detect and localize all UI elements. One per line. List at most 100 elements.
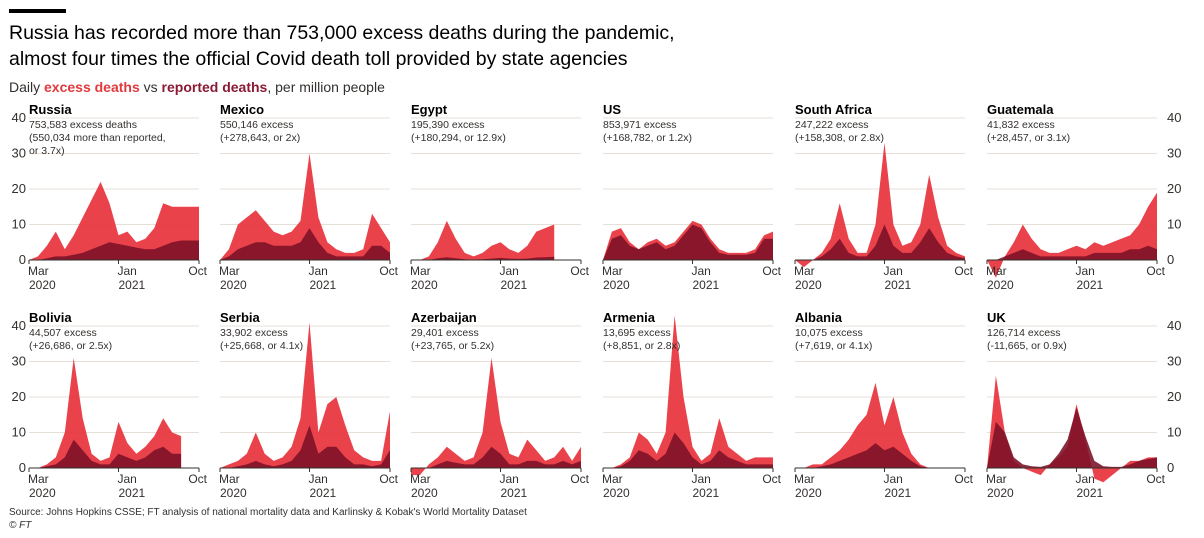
reported-deaths-area: [411, 256, 555, 260]
reported-deaths-area: [29, 439, 182, 468]
source-note: Source: Johns Hopkins CSSE; FT analysis …: [9, 507, 527, 518]
y-tick-label: 30: [1167, 146, 1181, 161]
x-tick-year-label: 2021: [1076, 486, 1103, 500]
reported-deaths-area: [795, 443, 939, 468]
x-tick-year-label: 2021: [118, 486, 145, 500]
x-tick-label: Jan: [691, 264, 710, 278]
panel-annotation: (+180,294, or 12.9x): [411, 132, 506, 144]
x-tick-label: Mar: [602, 264, 623, 278]
legend-reported-deaths: reported deaths: [161, 79, 268, 95]
x-tick-label: Oct: [954, 264, 973, 278]
panel-country-name: Russia: [29, 102, 72, 117]
panel-annotation: (+168,782, or 1.2x): [603, 132, 692, 144]
x-tick-year-label: 2021: [309, 486, 336, 500]
x-tick-label: Mar: [28, 264, 49, 278]
y-tick-label: 40: [12, 110, 26, 125]
reported-deaths-area: [603, 432, 773, 468]
x-tick-label: Oct: [762, 264, 781, 278]
x-tick-label: Oct: [379, 472, 398, 486]
x-tick-label: Jan: [1075, 472, 1094, 486]
y-tick-label: 40: [1167, 318, 1181, 333]
y-tick-label: 10: [1167, 425, 1181, 440]
panel-annotation: (+23,765, or 5.2x): [411, 340, 494, 352]
x-tick-label: Mar: [28, 472, 49, 486]
panel-annotation: (+8,851, or 2.8x): [603, 340, 680, 352]
x-tick-label: Mar: [986, 264, 1007, 278]
x-tick-label: Mar: [794, 472, 815, 486]
x-tick-label: Oct: [188, 264, 207, 278]
copyright-note: © FT: [9, 520, 32, 531]
x-tick-year-label: 2020: [411, 486, 438, 500]
x-tick-year-label: 2020: [603, 486, 630, 500]
y-tick-label: 40: [1167, 110, 1181, 125]
x-tick-year-label: 2021: [500, 278, 527, 292]
panel-country-name: Bolivia: [29, 310, 72, 325]
x-tick-label: Mar: [410, 472, 431, 486]
panel-country-name: Albania: [795, 310, 843, 325]
x-tick-label: Oct: [954, 472, 973, 486]
y-tick-label: 30: [1167, 354, 1181, 369]
panel-annotation: 853,971 excess: [603, 119, 677, 131]
panel-annotation: 753,583 excess deaths: [29, 119, 137, 131]
subtitle-mid: vs: [139, 79, 162, 95]
y-tick-label: 30: [12, 146, 26, 161]
x-tick-year-label: 2020: [411, 278, 438, 292]
panel-country-name: Egypt: [411, 102, 448, 117]
y-tick-label: 0: [19, 252, 26, 267]
y-tick-label: 10: [1167, 217, 1181, 232]
x-tick-year-label: 2021: [500, 486, 527, 500]
x-tick-label: Jan: [499, 472, 518, 486]
x-tick-year-label: 2021: [692, 278, 719, 292]
excess-deaths-area: [411, 220, 555, 260]
panel-annotation: 29,401 excess: [411, 327, 479, 339]
x-tick-year-label: 2020: [29, 486, 56, 500]
panel-country-name: South Africa: [795, 102, 873, 117]
panel-annotation: (+28,457, or 3.1x): [987, 132, 1070, 144]
reported-deaths-area: [987, 245, 1157, 260]
legend-excess-deaths: excess deaths: [44, 79, 140, 95]
x-tick-label: Oct: [762, 472, 781, 486]
excess-deaths-area: [29, 181, 199, 260]
excess-deaths-area: [220, 153, 390, 260]
x-tick-year-label: 2021: [309, 278, 336, 292]
panel-annotation: (550,034 more than reported,: [29, 132, 166, 144]
y-tick-label: 20: [12, 389, 26, 404]
panel-annotation: (-11,665, or 0.9x): [987, 340, 1067, 352]
panel-annotation: 13,695 excess: [603, 327, 671, 339]
x-tick-label: Mar: [986, 472, 1007, 486]
y-tick-label: 10: [12, 217, 26, 232]
excess-deaths-area: [987, 192, 1157, 278]
excess-deaths-area: [220, 322, 390, 468]
x-tick-year-label: 2020: [220, 486, 247, 500]
x-tick-year-label: 2021: [884, 278, 911, 292]
panel-annotation: 44,507 excess: [29, 327, 97, 339]
x-tick-label: Jan: [883, 472, 902, 486]
x-tick-label: Oct: [188, 472, 207, 486]
reported-deaths-area: [29, 240, 199, 260]
y-tick-label: 10: [12, 425, 26, 440]
subtitle-prefix: Daily: [9, 79, 45, 95]
subtitle-suffix: , per million people: [267, 79, 385, 95]
panel-annotation: 41,832 excess: [987, 119, 1055, 131]
y-tick-label: 0: [1167, 460, 1174, 475]
y-tick-label: 40: [12, 318, 26, 333]
x-tick-label: Oct: [570, 264, 589, 278]
panel-annotation: 247,222 excess: [795, 119, 869, 131]
x-tick-label: Jan: [499, 264, 518, 278]
x-tick-year-label: 2021: [884, 486, 911, 500]
x-tick-year-label: 2020: [795, 278, 822, 292]
panel-country-name: Azerbaijan: [411, 310, 477, 325]
x-tick-label: Oct: [1146, 472, 1165, 486]
excess-deaths-area: [795, 382, 939, 468]
x-tick-year-label: 2020: [987, 278, 1014, 292]
panel-annotation: or 3.7x): [29, 145, 65, 157]
x-tick-label: Mar: [602, 472, 623, 486]
panel-annotation: 10,075 excess: [795, 327, 863, 339]
reported-deaths-area: [411, 446, 581, 468]
panel-annotation: 195,390 excess: [411, 119, 485, 131]
x-tick-label: Mar: [219, 472, 240, 486]
reported-deaths-area: [795, 224, 965, 260]
panel-annotation: 126,714 excess: [987, 327, 1061, 339]
chart-subtitle: Daily excess deaths vs reported deaths, …: [9, 79, 385, 95]
